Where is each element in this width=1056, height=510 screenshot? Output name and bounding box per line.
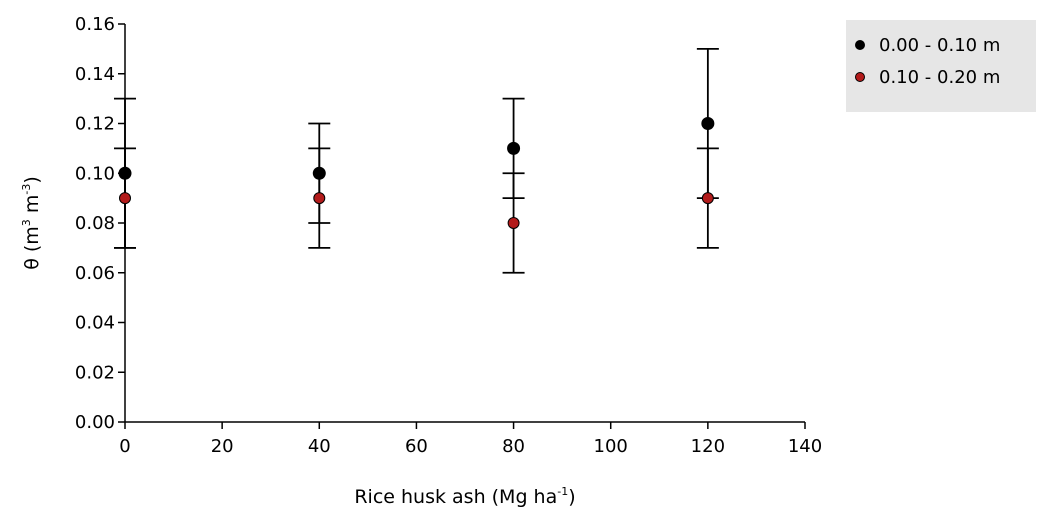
y-tick-label: 0.14 <box>75 64 115 85</box>
data-marks <box>114 47 719 274</box>
y-tick-label: 0.04 <box>75 313 115 334</box>
data-point <box>507 141 521 155</box>
legend: 0.00 - 0.10 m 0.10 - 0.20 m <box>846 20 1036 112</box>
legend-marker-series-1 <box>855 40 865 50</box>
data-point <box>118 166 132 180</box>
legend-label-series-2: 0.10 - 0.20 m <box>879 66 1001 88</box>
y-tick-label: 0.10 <box>75 163 115 184</box>
x-tick-label: 0 <box>119 436 130 457</box>
legend-label-series-1: 0.00 - 0.10 m <box>879 34 1001 56</box>
legend-item-series-2: 0.10 - 0.20 m <box>846 62 1000 92</box>
data-point <box>701 192 714 205</box>
x-tick-label: 100 <box>594 436 628 457</box>
y-axis-title: θ (m3 m-3) <box>20 176 43 270</box>
x-tick-label: 20 <box>211 436 234 457</box>
data-point <box>119 192 131 205</box>
legend-item-series-1: 0.00 - 0.10 m <box>846 30 1000 60</box>
y-tick-label: 0.16 <box>75 14 115 35</box>
x-tick-label: 140 <box>788 436 822 457</box>
x-tick-label: 80 <box>502 436 525 457</box>
legend-marker-series-2 <box>855 72 865 82</box>
axes: 0 20 40 60 80 100 120 140 0.00 0.02 0.04 0.06 0.08 0.… <box>75 14 822 457</box>
data-point <box>507 217 520 229</box>
data-point <box>701 117 715 130</box>
x-tick-label: 60 <box>405 436 428 457</box>
x-tick-label: 120 <box>691 436 725 457</box>
x-axis-title: Rice husk ash (Mg ha-1) <box>354 485 575 508</box>
y-tick-label: 0.06 <box>75 263 115 284</box>
y-tick-label: 0.08 <box>75 213 115 234</box>
data-point <box>312 166 326 180</box>
x-tick-label: 40 <box>308 436 331 457</box>
y-tick-label: 0.02 <box>75 362 115 383</box>
y-tick-label: 0.00 <box>75 412 115 433</box>
data-point <box>313 192 326 205</box>
y-tick-label: 0.12 <box>75 114 115 135</box>
